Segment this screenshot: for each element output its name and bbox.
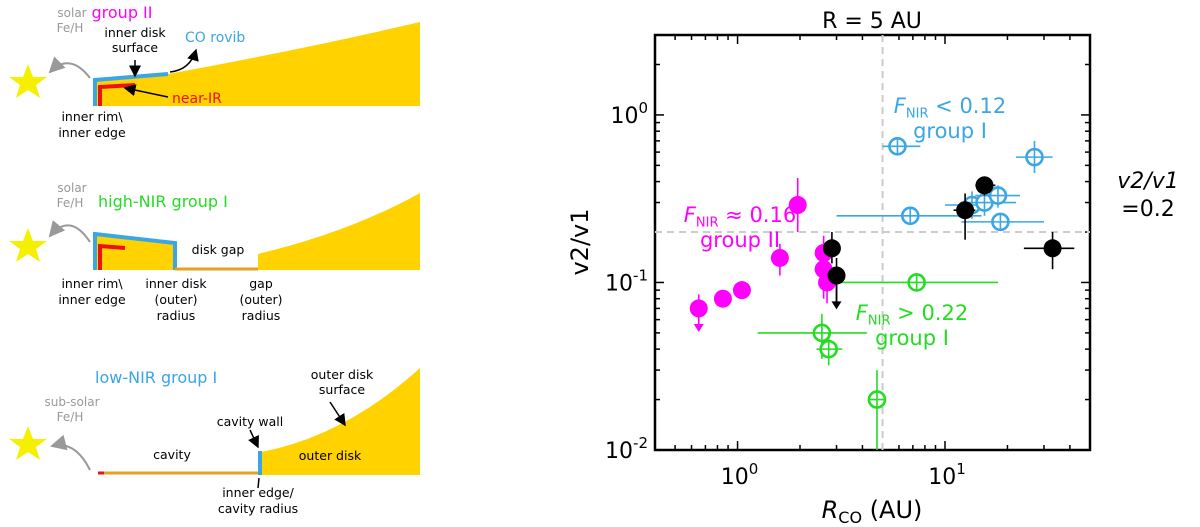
gap-radius-label: gap (outer) radius bbox=[239, 276, 282, 323]
data-point bbox=[713, 289, 732, 308]
y-tick-label: 10-1 bbox=[605, 266, 648, 296]
near-ir-rim-line bbox=[98, 83, 136, 106]
data-point bbox=[836, 206, 982, 226]
sub-solar-label: sub-solar bbox=[44, 395, 99, 409]
series-annotation: FNIR < 0.12 group I bbox=[894, 94, 1006, 143]
cavity-wall-label: cavity wall bbox=[217, 414, 284, 429]
solar-label: solar bbox=[57, 181, 86, 195]
data-point bbox=[882, 136, 921, 156]
series-annotation: FNIR > 0.22 group I bbox=[856, 301, 968, 350]
y-tick-label: 10-2 bbox=[605, 434, 648, 464]
marker bbox=[827, 266, 846, 285]
solar-label: solar bbox=[57, 6, 86, 20]
disk-body bbox=[95, 22, 420, 106]
cavity-wall-arrow bbox=[248, 429, 259, 449]
outer-disk-surface-label: outer disk surface bbox=[311, 367, 374, 397]
outer-disk-label: outer disk bbox=[299, 448, 362, 463]
data-point bbox=[788, 178, 807, 233]
feh-arrow bbox=[48, 56, 91, 79]
feh-label: Fe/H bbox=[57, 196, 84, 210]
inner-edge-label: inner edge/cavity radius bbox=[218, 485, 298, 516]
inner-disk-radius-label: inner disk (outer) radius bbox=[145, 276, 207, 323]
data-point bbox=[975, 176, 996, 196]
marker bbox=[822, 239, 841, 258]
scatter-chart: R = 5 AU RCO (AU) v2/v1 100 101 10-2 10-1 100 v2… bbox=[566, 9, 1179, 527]
marker bbox=[1043, 239, 1062, 258]
marker bbox=[732, 281, 751, 300]
data-point bbox=[689, 294, 708, 332]
data-point bbox=[732, 281, 751, 300]
marker bbox=[975, 176, 994, 195]
near-ir-label: near-IR bbox=[172, 91, 222, 107]
data-point bbox=[961, 212, 1044, 232]
inner-rim-label: inner rim\ inner edge bbox=[58, 109, 126, 140]
outer-surface-arrow bbox=[329, 401, 346, 427]
inner-rim-line bbox=[98, 243, 126, 270]
disk-gap-label: disk gap bbox=[192, 242, 245, 257]
data-point bbox=[827, 257, 846, 310]
x-axis-label: RCO (AU) bbox=[822, 496, 923, 527]
panel-high-nir bbox=[9, 193, 420, 271]
marker bbox=[713, 289, 732, 308]
star-icon bbox=[9, 64, 47, 98]
star-icon bbox=[9, 426, 47, 460]
feh-label: Fe/H bbox=[57, 21, 84, 35]
x-tick-label: 100 bbox=[721, 460, 759, 490]
outer-disk-body bbox=[258, 193, 420, 270]
panel-title: low-NIR group I bbox=[95, 368, 217, 387]
upper-limit-arrow bbox=[831, 301, 842, 310]
inner-disk-body bbox=[95, 234, 175, 270]
data-point bbox=[1016, 140, 1053, 174]
series-low-nir-group-i bbox=[836, 136, 1053, 232]
inner-disk-surface-line bbox=[93, 231, 177, 270]
data-point bbox=[836, 273, 998, 292]
co-rovib-label: CO rovib bbox=[185, 30, 245, 46]
data-point bbox=[816, 332, 843, 366]
series-group-ii bbox=[689, 178, 837, 332]
inner-disk-surface-label: inner disk surface bbox=[104, 25, 166, 55]
co-surface-line bbox=[93, 72, 169, 106]
panel-low-nir bbox=[9, 368, 420, 489]
marker bbox=[788, 195, 807, 214]
x-tick-label: 101 bbox=[928, 460, 966, 490]
marker bbox=[770, 248, 789, 267]
data-point bbox=[822, 232, 841, 264]
plot-frame bbox=[653, 33, 1092, 452]
feh-label: Fe/H bbox=[57, 410, 84, 424]
series-high-nir-group-i bbox=[757, 273, 998, 450]
cavity-label: cavity bbox=[153, 447, 191, 462]
marker bbox=[689, 299, 708, 318]
star-icon bbox=[9, 228, 47, 262]
upper-limit-arrow bbox=[693, 323, 704, 332]
feh-arrow bbox=[48, 220, 91, 243]
marker bbox=[956, 201, 975, 220]
data-point bbox=[757, 313, 867, 359]
y-tick-label: 100 bbox=[610, 99, 648, 129]
series-other bbox=[822, 176, 1075, 310]
feh-arrow bbox=[50, 434, 91, 471]
chart-title: R = 5 AU bbox=[822, 9, 922, 34]
data-point bbox=[975, 185, 1021, 208]
co-arrow bbox=[169, 48, 199, 73]
ref-line-label: v2/v1 =0.2 bbox=[1117, 169, 1178, 222]
panel-group-ii bbox=[9, 22, 420, 106]
y-axis-label: v2/v1 bbox=[566, 208, 594, 275]
data-point bbox=[1023, 232, 1075, 270]
near-ir-arrow bbox=[123, 84, 169, 98]
inner-edge-arrow bbox=[257, 477, 260, 489]
data-point bbox=[770, 243, 789, 276]
data-point bbox=[867, 370, 887, 450]
panel-title: group II bbox=[92, 3, 153, 22]
inner-rim-label: inner rim\ inner edge bbox=[58, 276, 126, 307]
panel-title: high-NIR group I bbox=[98, 192, 228, 211]
series-annotation: FNIR ≈ 0.16 group II bbox=[684, 203, 796, 252]
outer-disk-body bbox=[261, 368, 420, 475]
data-point bbox=[953, 193, 976, 240]
